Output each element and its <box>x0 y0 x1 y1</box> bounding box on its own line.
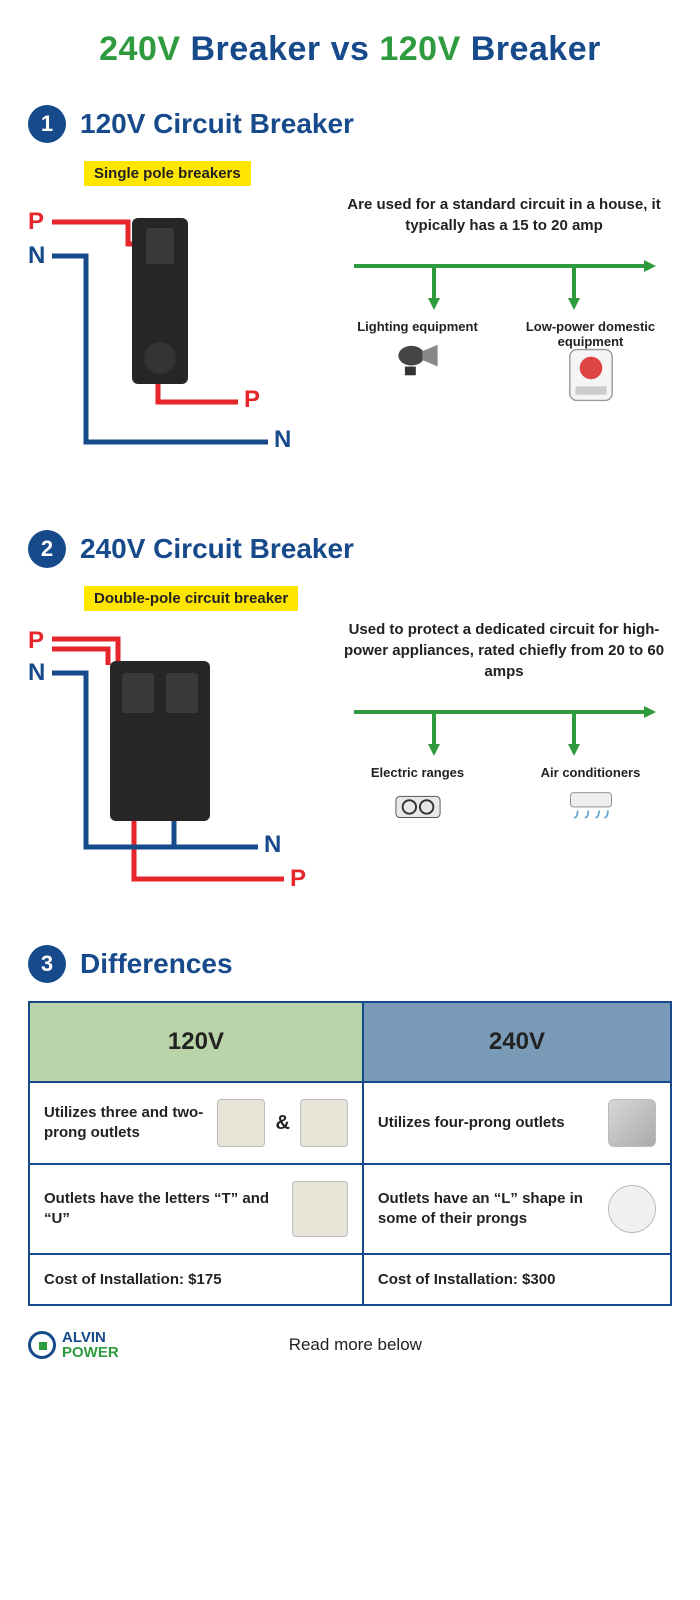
spotlight-icon <box>394 340 442 380</box>
label-n-out: N <box>274 426 291 454</box>
stove-icon <box>394 786 442 826</box>
read-more: Read more below <box>119 1335 592 1355</box>
highlight-single-pole: Single pole breakers <box>84 161 251 186</box>
highlight-double-pole: Double-pole circuit breaker <box>84 586 298 611</box>
section-2-title: 240V Circuit Breaker <box>80 533 354 565</box>
label-p-in: P <box>28 208 44 236</box>
arrow-split-240v: Electric ranges Air conditioners <box>336 700 672 850</box>
badge-1: 1 <box>28 105 66 143</box>
breaker-double-icon <box>110 661 210 821</box>
ac-icon <box>567 786 615 826</box>
item-lighting: Lighting equipment <box>342 319 493 395</box>
label-n-out-2: N <box>264 831 281 859</box>
badge-3: 3 <box>28 945 66 983</box>
item-range: Electric ranges <box>342 765 493 826</box>
outlet-4prong-icon <box>608 1099 656 1147</box>
cell-240-cost: Cost of Installation: $300 <box>363 1254 671 1305</box>
badge-2: 2 <box>28 530 66 568</box>
cell-120-outlets: Utilizes three and two-prong outlets <box>44 1103 207 1144</box>
table-row: Outlets have the letters “T” and “U” Out… <box>29 1164 671 1254</box>
cell-120-shape: Outlets have the letters “T” and “U” <box>44 1189 282 1230</box>
label-n-in: N <box>28 242 45 270</box>
item-ac: Air conditioners <box>515 765 666 826</box>
item-lowpower: Low-power domestic equipment <box>515 319 666 395</box>
th-240v: 240V <box>363 1002 671 1082</box>
title-breaker: Breaker <box>461 30 601 68</box>
ampersand: & <box>275 1110 289 1137</box>
section-1-title: 120V Circuit Breaker <box>80 108 354 140</box>
footer: ALVIN POWER Read more below <box>28 1330 672 1360</box>
page-title: 240V Breaker vs 120V Breaker <box>28 30 672 69</box>
logo-text-2: POWER <box>62 1345 119 1360</box>
breaker-single-icon <box>132 218 188 384</box>
section-1-row: P N P N Are used for a standard circuit … <box>28 194 672 494</box>
label-n-in-2: N <box>28 659 45 687</box>
label-p-out: P <box>244 386 260 414</box>
logo: ALVIN POWER <box>28 1330 119 1360</box>
cell-240-outlets: Utilizes four-prong outlets <box>378 1113 598 1133</box>
title-120v: 120V <box>379 30 460 68</box>
logo-icon <box>28 1331 56 1359</box>
label-p-out-2: P <box>290 865 306 893</box>
outlet-2prong-icon <box>300 1099 348 1147</box>
outlet-l-icon <box>608 1185 656 1233</box>
outlet-3prong-icon <box>217 1099 265 1147</box>
title-vs: Breaker vs <box>181 30 380 68</box>
section-1-header: 1 120V Circuit Breaker <box>28 105 672 143</box>
cell-120-cost: Cost of Installation: $175 <box>29 1254 363 1305</box>
arrow-split-120v: Lighting equipment Low-power domestic eq… <box>336 254 672 404</box>
section-3-header: 3 Differences <box>28 945 672 983</box>
table-row: Utilizes three and two-prong outlets & U… <box>29 1082 671 1164</box>
heater-icon <box>567 355 615 395</box>
diagram-120v: P N P N <box>28 194 318 494</box>
diagram-240v: P N N P <box>28 619 318 909</box>
info-240v: Used to protect a dedicated circuit for … <box>336 619 672 909</box>
section-2-row: P N N P Used to protect a dedicated circ… <box>28 619 672 909</box>
title-240v: 240V <box>99 30 180 68</box>
desc-120v: Are used for a standard circuit in a hou… <box>336 194 672 236</box>
logo-text-1: ALVIN <box>62 1330 119 1345</box>
table-row: Cost of Installation: $175 Cost of Insta… <box>29 1254 671 1305</box>
desc-240v: Used to protect a dedicated circuit for … <box>336 619 672 682</box>
label-p-in-2: P <box>28 627 44 655</box>
differences-table: 120V 240V Utilizes three and two-prong o… <box>28 1001 672 1306</box>
cell-240-shape: Outlets have an “L” shape in some of the… <box>378 1189 598 1230</box>
info-120v: Are used for a standard circuit in a hou… <box>336 194 672 494</box>
outlet-tu-icon <box>292 1181 348 1237</box>
section-3-title: Differences <box>80 948 233 980</box>
section-2-header: 2 240V Circuit Breaker <box>28 530 672 568</box>
th-120v: 120V <box>29 1002 363 1082</box>
